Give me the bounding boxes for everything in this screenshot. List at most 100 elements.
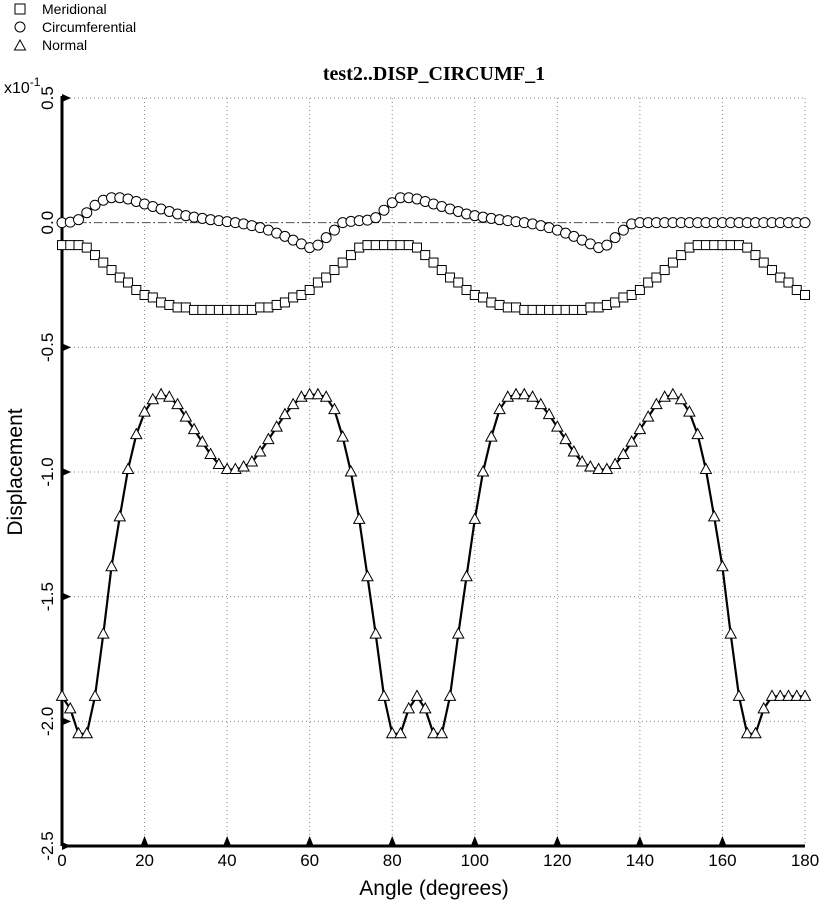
data-point-meridional <box>370 240 381 251</box>
y-multiplier-exponent: -1 <box>30 75 41 89</box>
data-point-normal <box>105 559 118 572</box>
series-normal <box>55 387 812 739</box>
data-point-circumferential <box>799 217 811 229</box>
data-point-meridional <box>800 289 810 300</box>
data-point-circumferential <box>386 197 398 209</box>
data-point-normal <box>683 405 696 417</box>
data-point-normal <box>204 447 217 460</box>
data-point-meridional <box>445 272 456 283</box>
data-point-meridional <box>312 277 323 288</box>
data-point-normal <box>765 689 779 701</box>
data-point-meridional <box>601 299 612 310</box>
data-point-circumferential <box>73 214 85 226</box>
y-multiplier-label: x10-1 <box>4 75 41 97</box>
data-point-normal <box>96 627 110 639</box>
data-point-meridional <box>123 277 134 288</box>
y-tick-mark <box>62 94 71 102</box>
data-point-normal <box>476 464 490 477</box>
x-tick-label: 160 <box>708 851 736 870</box>
data-point-normal <box>493 402 506 415</box>
data-point-meridional <box>189 304 200 315</box>
data-point-meridional <box>610 297 621 308</box>
series-line-normal <box>61 393 805 735</box>
data-point-meridional <box>659 265 670 276</box>
data-point-normal <box>245 454 259 467</box>
data-point-meridional <box>395 240 406 251</box>
data-point-normal <box>567 445 581 457</box>
data-point-meridional <box>428 257 439 268</box>
data-point-circumferential <box>609 232 621 244</box>
legend: Meridional Circumferential Normal <box>12 0 136 54</box>
data-point-normal <box>542 407 556 420</box>
y-tick-label: -0.5 <box>38 333 57 362</box>
data-point-normal <box>650 397 663 410</box>
data-point-normal <box>212 457 226 470</box>
data-point-normal <box>270 420 283 432</box>
data-point-meridional <box>593 302 604 313</box>
data-point-normal <box>195 435 209 447</box>
data-point-meridional <box>519 304 530 315</box>
data-point-normal <box>352 512 366 524</box>
data-point-normal <box>418 701 432 714</box>
legend-label-meridional: Meridional <box>42 1 107 17</box>
data-point-normal <box>336 430 350 442</box>
data-point-meridional <box>700 240 711 251</box>
data-point-normal <box>369 627 383 639</box>
legend-item-meridional: Meridional <box>12 0 136 18</box>
circle-marker-icon <box>14 21 26 33</box>
data-point-meridional <box>230 304 241 315</box>
data-point-normal <box>584 459 597 472</box>
data-point-meridional <box>766 265 777 276</box>
data-point-normal <box>394 726 407 739</box>
x-tick-mark <box>305 836 314 846</box>
data-point-meridional <box>725 240 736 251</box>
data-point-meridional <box>403 240 414 251</box>
data-point-normal <box>559 432 572 445</box>
data-point-normal <box>625 435 638 447</box>
data-point-normal <box>427 726 440 739</box>
data-point-normal <box>187 422 201 435</box>
data-point-meridional <box>783 277 794 288</box>
data-point-meridional <box>494 299 505 310</box>
x-tick-mark <box>553 836 562 846</box>
x-tick-label: 0 <box>57 851 66 870</box>
data-point-normal <box>121 462 135 475</box>
data-point-normal <box>435 726 449 739</box>
data-point-meridional <box>263 302 274 313</box>
y-tick-label: 0.5 <box>38 86 57 110</box>
data-point-normal <box>608 457 622 470</box>
data-point-meridional <box>626 289 637 300</box>
series-circumferential <box>56 192 811 254</box>
data-point-normal <box>674 392 688 405</box>
data-point-normal <box>517 387 531 400</box>
data-point-meridional <box>238 304 249 315</box>
data-point-normal <box>691 427 705 440</box>
data-point-meridional <box>147 292 158 303</box>
data-point-circumferential <box>370 212 382 224</box>
data-point-normal <box>724 627 738 639</box>
data-point-normal <box>377 689 391 701</box>
data-point-meridional <box>65 240 76 251</box>
data-point-normal <box>798 689 812 701</box>
data-point-meridional <box>197 304 208 315</box>
x-tick-label: 180 <box>791 851 819 870</box>
y-tick-label: -2.0 <box>38 707 57 736</box>
data-point-normal <box>402 701 416 714</box>
data-point-meridional <box>180 302 191 313</box>
data-point-normal <box>617 447 630 460</box>
y-tick-mark <box>62 592 71 601</box>
data-point-circumferential <box>81 207 93 219</box>
data-point-meridional <box>106 265 117 276</box>
data-point-normal <box>773 689 787 701</box>
data-point-normal <box>129 427 143 440</box>
data-point-meridional <box>461 284 472 295</box>
data-point-normal <box>732 689 746 701</box>
x-tick-mark <box>718 836 727 846</box>
data-point-meridional <box>172 302 183 313</box>
data-point-circumferential <box>89 199 101 211</box>
x-tick-label: 140 <box>626 851 654 870</box>
data-point-meridional <box>156 297 167 308</box>
data-point-normal <box>550 420 564 432</box>
square-marker-icon <box>14 3 26 15</box>
